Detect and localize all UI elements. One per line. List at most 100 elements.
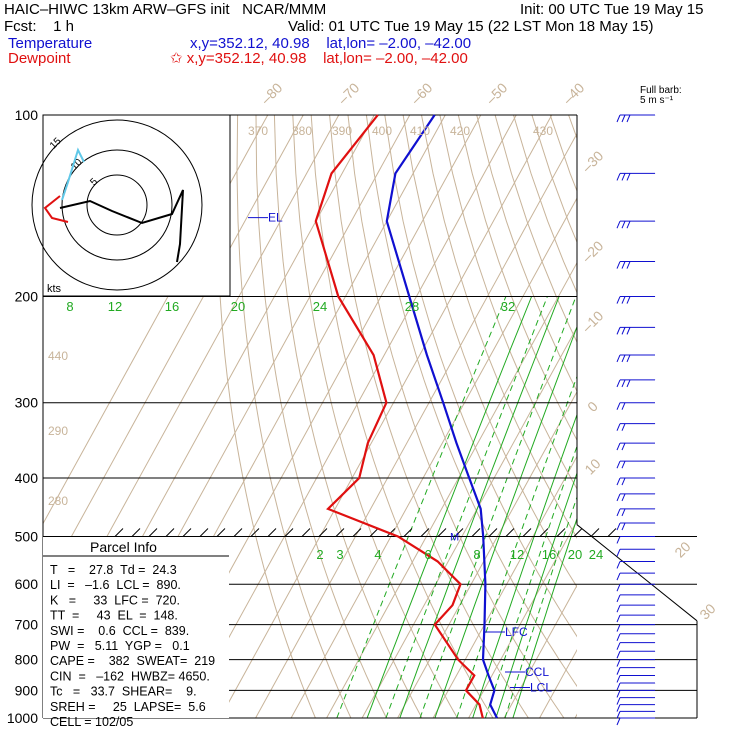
temperature-tick-label: –40 <box>560 79 588 107</box>
mixing-ratio-label: 24 <box>313 299 327 314</box>
parcel-info-row: SREH = 25 LAPSE= 5.6 <box>50 700 206 714</box>
freezing-level-tick <box>250 528 260 537</box>
wind-barb-feather <box>621 220 626 229</box>
theta-line <box>624 115 740 718</box>
parcel-info-row: K = 33 LFC = 720. <box>50 593 180 607</box>
mixing-ratio-label: 8 <box>473 547 480 562</box>
pressure-tick-label: 400 <box>15 470 39 486</box>
theta-line <box>549 115 577 193</box>
pressure-tick-label: 500 <box>15 528 39 544</box>
pressure-tick-label: 800 <box>15 652 39 668</box>
mixing-ratio-label: 20 <box>568 547 582 562</box>
wind-barb-feather <box>626 261 631 269</box>
temperature-tick-label: –50 <box>483 79 511 107</box>
theta-line <box>384 115 577 638</box>
wind-barb-feather <box>621 522 626 531</box>
wind-barb-feather <box>616 493 621 502</box>
theta-line <box>255 115 387 718</box>
pressure-tick-label: 100 <box>15 107 39 123</box>
wind-barb-feather <box>616 704 621 712</box>
wind-barb-feather <box>616 561 621 569</box>
parcel-info-row: CAPE = 382 SWEAT= 219 <box>50 654 215 668</box>
wind-barb-feather <box>621 442 626 451</box>
theta-tick-label: 290 <box>48 424 68 438</box>
wind-barb-feather <box>616 114 621 123</box>
pressure-tick-label: 1000 <box>7 710 38 726</box>
temperature-tick-label: 20 <box>671 538 693 560</box>
wind-barb-feather <box>616 614 621 623</box>
isotherm-line <box>432 455 577 718</box>
freezing-level-tick <box>420 528 430 537</box>
theta-tick-label: 390 <box>332 124 352 138</box>
theta-tick-label: 430 <box>533 124 553 138</box>
parcel-info-row: T = 27.8 Td = 24.3 <box>50 563 177 577</box>
wind-barb-feather <box>621 423 626 431</box>
model-title: HAIC–HIWC 13km ARW–GFS init NCAR/MMM <box>4 1 327 18</box>
theta-line <box>292 115 458 718</box>
theta-line <box>568 115 577 140</box>
wind-barb-feather <box>626 379 631 388</box>
freezing-level-tick <box>165 528 175 537</box>
wind-barb-feather <box>616 173 621 181</box>
wind-barb-feather <box>616 642 621 650</box>
pressure-tick-label: 600 <box>15 576 39 592</box>
freezing-level-tick <box>182 528 192 537</box>
wind-barb-feather <box>621 173 626 181</box>
wind-barb-feather <box>616 651 621 659</box>
dewpoint-legend: Dewpoint <box>8 50 71 67</box>
isotherm-line <box>468 519 577 718</box>
theta-line <box>457 115 577 442</box>
pressure-tick-label: 700 <box>15 617 39 633</box>
wind-barb-feather <box>621 261 626 269</box>
wind-barb-feather <box>616 624 621 632</box>
theta-line <box>216 115 316 718</box>
theta-tick-label: 400 <box>372 124 392 138</box>
wind-barb-feather <box>616 682 621 691</box>
mixing-ratio-label: 16 <box>165 299 179 314</box>
temperature-tick-label: –60 <box>408 79 436 107</box>
wind-barb-feather <box>616 604 621 613</box>
freezing-level-tick <box>114 528 124 537</box>
temperature-tick-label: –80 <box>258 79 286 107</box>
theta-tick-label: 370 <box>248 124 268 138</box>
freezing-level-tick <box>556 528 566 537</box>
theta-line <box>402 115 577 588</box>
theta-line <box>236 115 352 718</box>
wind-barb-feather <box>616 508 621 517</box>
barb-legend: Full barb: 5 m s⁻¹ <box>640 85 682 106</box>
freezing-level-tick <box>607 528 617 537</box>
freezing-level-tick <box>284 528 294 537</box>
wind-barb-feather <box>616 717 621 726</box>
parcel-info-row: CIN = –162 HWBZ= 4650. <box>50 669 210 683</box>
wind-barb-feather <box>616 354 621 363</box>
mixing-ratio-label: 16 <box>542 547 556 562</box>
wind-barb-feather <box>616 379 621 388</box>
wind-barb-feather <box>616 633 621 641</box>
temperature-profile <box>385 114 498 719</box>
wind-barb-feather <box>626 220 631 229</box>
freezing-level-tick <box>403 528 413 537</box>
temperature-tick-label: –20 <box>579 237 607 265</box>
wind-barb-feather <box>616 296 621 304</box>
level-label-lfc: LFC <box>505 625 528 639</box>
mixing-ratio-label: 32 <box>501 299 515 314</box>
wind-barb-feather <box>626 354 631 363</box>
wind-barb-feather <box>621 460 626 469</box>
temperature-tick-label: 10 <box>581 455 603 477</box>
mixing-ratio-label: 6 <box>424 547 431 562</box>
freezing-level-tick <box>539 528 549 537</box>
wind-barb-feather <box>626 114 631 123</box>
isotherm-line <box>43 115 304 590</box>
wind-barb-feather <box>621 493 626 502</box>
freezing-level-tick <box>199 528 209 537</box>
parcel-info-row: TT = 43 EL = 148. <box>50 609 178 623</box>
wind-barb-feather <box>626 173 631 181</box>
wind-barb-feather <box>621 379 626 388</box>
mixing-ratio-label: 12 <box>108 299 122 314</box>
freezing-level-tick <box>352 528 362 537</box>
valid-time: Valid: 01 UTC Tue 19 May 15 (22 LST Mon … <box>288 18 654 35</box>
theta-tick-label: 380 <box>292 124 312 138</box>
level-label-el: EL <box>268 211 283 225</box>
wind-barb-feather <box>626 296 631 304</box>
